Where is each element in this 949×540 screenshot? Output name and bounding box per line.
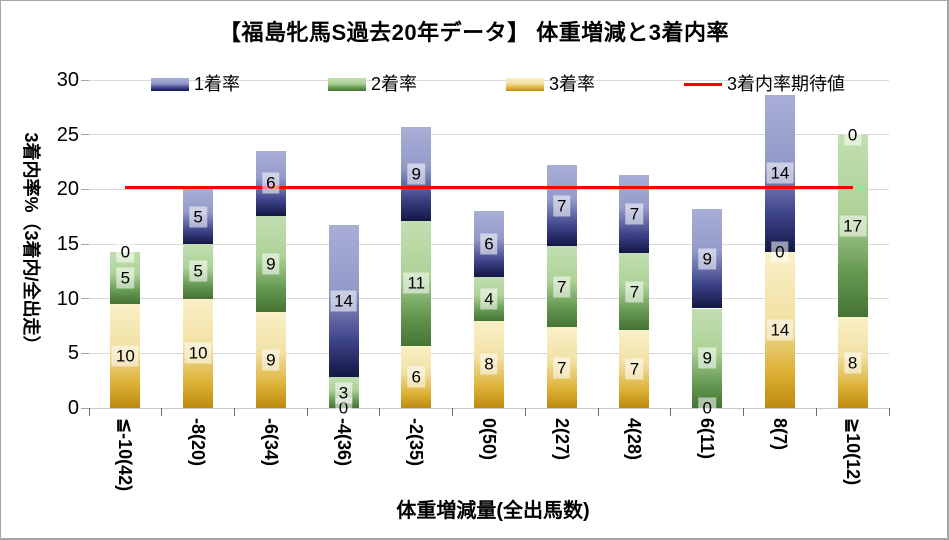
y-axis-tick [81,407,89,409]
segment-label: 7 [552,195,571,217]
y-axis-tick [81,298,89,300]
x-category-label: -8(20) [188,418,209,467]
segment-label: 11 [403,272,430,294]
gridline [89,407,889,409]
x-category-label: ≦-10(42) [115,418,136,492]
gridline [89,188,889,190]
segment-label: 6 [262,172,280,194]
y-tick-label: 10 [56,287,79,310]
segment-label: 9 [262,253,280,275]
segment-label: 9 [698,347,716,369]
segment-label: 7 [625,358,644,380]
legend-swatch-3着率 [506,77,544,91]
x-axis-tick [88,408,90,416]
y-tick-label: 5 [67,342,79,365]
x-axis-tick [743,408,745,416]
legend-item: 3着率 [506,71,595,97]
segment-label: 4 [480,288,498,310]
x-axis-title: 体重増減量(全出馬数) [396,500,590,522]
segment-label: 14 [766,319,794,341]
segment-label: 5 [189,206,207,228]
legend-item: 2着率 [328,71,417,97]
legend-label: 1着率 [194,74,241,94]
x-axis-tick [379,408,381,416]
segment-label: 9 [698,248,716,270]
y-tick-label: 25 [56,123,79,146]
x-axis-tick [524,408,526,416]
expected-value-line [125,185,853,189]
segment-label: 7 [625,203,644,225]
legend-label: 3着内率期待値 [727,74,846,94]
x-category-label: 2(27) [551,418,572,461]
segment-label: 9 [407,163,425,185]
x-axis-tick [306,408,308,416]
segment-label: 7 [552,357,571,379]
segment-label: 10 [184,342,212,364]
x-category-label: -4(36) [333,418,354,467]
legend-label: 3着率 [549,74,596,94]
segment-label: 9 [262,349,280,371]
segment-label: 0 [843,124,862,146]
x-category-label: -6(34) [260,418,281,467]
segment-label: 6 [407,366,425,388]
x-axis-tick [888,408,890,416]
legend-item: 3着内率期待値 [684,71,845,97]
y-axis-tick [81,243,89,245]
segment-label: 17 [839,215,867,237]
gridline [89,134,889,136]
segment-label: 14 [766,162,794,184]
segment-label: 10 [111,345,139,367]
segment-label: 0 [698,397,716,419]
x-axis-tick [161,408,163,416]
x-category-label: 0(50) [479,418,499,461]
segment-label: 8 [480,353,498,375]
segment-label: 7 [625,281,644,303]
y-axis-tick [81,79,89,81]
x-axis-tick [452,408,454,416]
segment-label: 0 [771,241,789,263]
x-category-label: 8(7) [769,418,790,451]
segment-label: 6 [480,233,498,255]
legend-line-swatch [684,82,722,86]
segment-label: 5 [189,260,207,282]
segment-label: 8 [843,352,862,374]
legend-swatch-1着率 [151,77,189,91]
legend-swatch-2着率 [328,77,366,91]
segment-label: 5 [116,267,135,289]
y-axis-tick [81,188,89,190]
chart-title: 【福島牝馬S過去20年データ】 体重増減と3着内率 [219,20,729,45]
x-category-label: 6(11) [697,418,718,460]
x-category-label: ≧10(12) [842,418,863,486]
y-tick-label: 30 [56,69,79,91]
legend-label: 2着率 [371,74,418,94]
x-category-label: 4(28) [624,418,645,461]
x-category-label: -2(35) [406,418,427,467]
segment-label: 0 [116,241,135,263]
x-axis-tick [233,408,235,416]
x-axis-tick [815,408,817,416]
gridline [89,79,889,81]
x-axis-tick [670,408,672,416]
segment-label: 3 [334,382,353,404]
x-axis-tick [597,408,599,416]
y-tick-label: 0 [67,397,79,419]
y-axis-tick [81,352,89,354]
y-tick-label: 20 [56,178,79,201]
y-axis-tick [81,134,89,136]
segment-label: 14 [330,290,357,312]
segment-label: 7 [552,276,571,298]
y-tick-label: 15 [56,233,79,255]
legend-item: 1着率 [151,71,240,97]
